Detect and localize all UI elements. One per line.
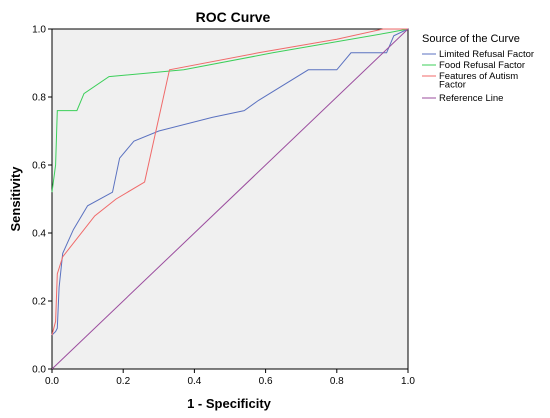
y-tick-label: 0.8 — [32, 93, 46, 104]
x-tick-label: 0.8 — [330, 376, 344, 387]
series-line-features-of-autism-factor — [51, 28, 408, 336]
x-tick-label: 1.0 — [401, 376, 415, 387]
legend-title: Source of the Curve — [422, 33, 520, 45]
x-axis-label: 1 - Specificity — [187, 396, 272, 411]
y-tick-label: 0.6 — [32, 161, 46, 172]
legend-label: Features of Autism — [439, 71, 518, 82]
x-tick-label: 0.0 — [45, 376, 59, 387]
x-tick-label: 0.2 — [116, 376, 130, 387]
legend: Source of the Curve Limited Refusal Fact… — [422, 33, 534, 104]
y-tick-label: 0.2 — [32, 297, 46, 308]
plot-area — [51, 28, 409, 370]
series-line-food-refusal-factor — [51, 28, 409, 193]
legend-label: Limited Refusal Factor — [439, 49, 534, 60]
y-tick-label: 0.4 — [32, 229, 46, 240]
series-line-limited-refusal-factor — [51, 28, 409, 336]
y-axis-label: Sensitivity — [8, 166, 23, 232]
legend-label: Reference Line — [439, 93, 503, 104]
x-tick-label: 0.4 — [187, 376, 201, 387]
y-tick-label: 1.0 — [32, 25, 46, 36]
x-tick-label: 0.6 — [259, 376, 273, 387]
chart-title: ROC Curve — [196, 9, 271, 25]
legend-label: Factor — [439, 80, 466, 91]
series-line-reference-line — [51, 28, 409, 370]
y-tick-label: 0.0 — [32, 365, 46, 376]
legend-label: Food Refusal Factor — [439, 60, 525, 71]
